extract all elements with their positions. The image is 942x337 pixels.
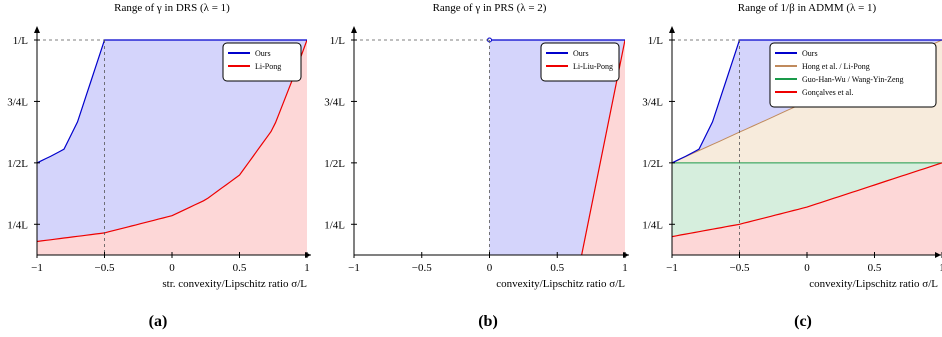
chart-panel-0: 1/4L 1/2L 3/4L 1/L −1 −0.5 0 0.5 1 Range of γ in … [7, 2, 311, 330]
series-line-ours [672, 39, 942, 164]
series-line-ours [37, 39, 307, 164]
plot-area [487, 37, 625, 255]
legend-label: Ours [802, 49, 818, 58]
chart-panel-2: 1/4L 1/2L 3/4L 1/L −1 −0.5 0 0.5 1 Range of 1/β i… [642, 2, 942, 330]
y-tick-label: 1/4L [324, 219, 345, 231]
panel-label: (c) [794, 313, 812, 330]
x-axis-label: str. convexity/Lipschitz ratio σ/L [162, 278, 307, 290]
chart-title: Range of γ in DRS (λ = 1) [114, 2, 230, 14]
y-tick-label: 1/4L [642, 219, 663, 231]
y-tick-label: 3/4L [642, 96, 663, 108]
x-axis-arrow [623, 252, 629, 258]
legend-label: Hong et al. / Li-Pong [802, 62, 870, 71]
x-tick-label: −1 [666, 262, 678, 274]
x-tick-label: 1 [304, 262, 310, 274]
y-tick-label: 3/4L [7, 96, 28, 108]
legend-box [769, 42, 937, 108]
legend-label: Ours [573, 49, 589, 58]
y-tick-label: 1/2L [642, 158, 663, 170]
legend: Ours Hong et al. / Li-Pong Guo-Han-Wu / Wa… [769, 42, 937, 108]
legend-label: Guo-Han-Wu / Wang-Yin-Zeng [802, 75, 904, 84]
x-tick-label: 0.5 [233, 262, 247, 274]
series-line-lower [672, 162, 942, 238]
x-tick-label: 0 [804, 262, 810, 274]
x-tick-label: −0.5 [95, 262, 115, 274]
legend: Ours Li-Pong [222, 42, 302, 82]
x-axis-label: convexity/Lipschitz ratio σ/L [809, 278, 938, 290]
legend-label: Gonçalves et al. [802, 88, 853, 97]
panel-label: (a) [149, 313, 168, 330]
series-line-lower [37, 39, 307, 243]
panel-label: (b) [478, 313, 498, 330]
area-fill-lower [37, 40, 307, 255]
area-fill-lower [672, 162, 942, 255]
chart-panel-1: 1/4L 1/2L 3/4L 1/L −1 −0.5 0 0.5 1 Range of γ in … [324, 2, 629, 330]
y-axis-arrow [34, 26, 40, 33]
y-tick-label: 3/4L [324, 96, 345, 108]
legend-label: Ours [255, 49, 271, 58]
legend: Ours Li-Liu-Pong [540, 42, 620, 82]
chart-title: Range of 1/β in ADMM (λ = 1) [738, 2, 877, 14]
legend-label: Li-Liu-Pong [573, 62, 613, 71]
x-tick-label: −1 [348, 262, 360, 274]
x-axis-arrow [305, 252, 311, 258]
x-tick-label: 0 [169, 262, 175, 274]
legend-label: Li-Pong [255, 62, 281, 71]
x-tick-label: −1 [31, 262, 43, 274]
x-tick-label: −0.5 [730, 262, 750, 274]
y-axis-arrow [351, 26, 357, 33]
y-tick-label: 1/L [13, 35, 29, 47]
x-axis-arrow [935, 252, 941, 258]
chart-title: Range of γ in PRS (λ = 2) [433, 2, 547, 14]
y-tick-label: 1/L [330, 35, 346, 47]
x-tick-label: 0.5 [550, 262, 564, 274]
area-fill-ours [489, 40, 625, 255]
x-tick-label: 1 [622, 262, 628, 274]
x-tick-label: 0 [487, 262, 493, 274]
y-tick-label: 1/2L [7, 158, 28, 170]
y-tick-label: 1/2L [324, 158, 345, 170]
y-tick-label: 1/4L [7, 219, 28, 231]
x-tick-label: −0.5 [412, 262, 432, 274]
plot-area [37, 39, 307, 255]
y-tick-label: 1/L [648, 35, 664, 47]
x-axis-label: convexity/Lipschitz ratio σ/L [496, 278, 625, 290]
y-axis-arrow [669, 26, 675, 33]
x-tick-label: 1 [939, 262, 942, 274]
x-tick-label: 0.5 [868, 262, 882, 274]
